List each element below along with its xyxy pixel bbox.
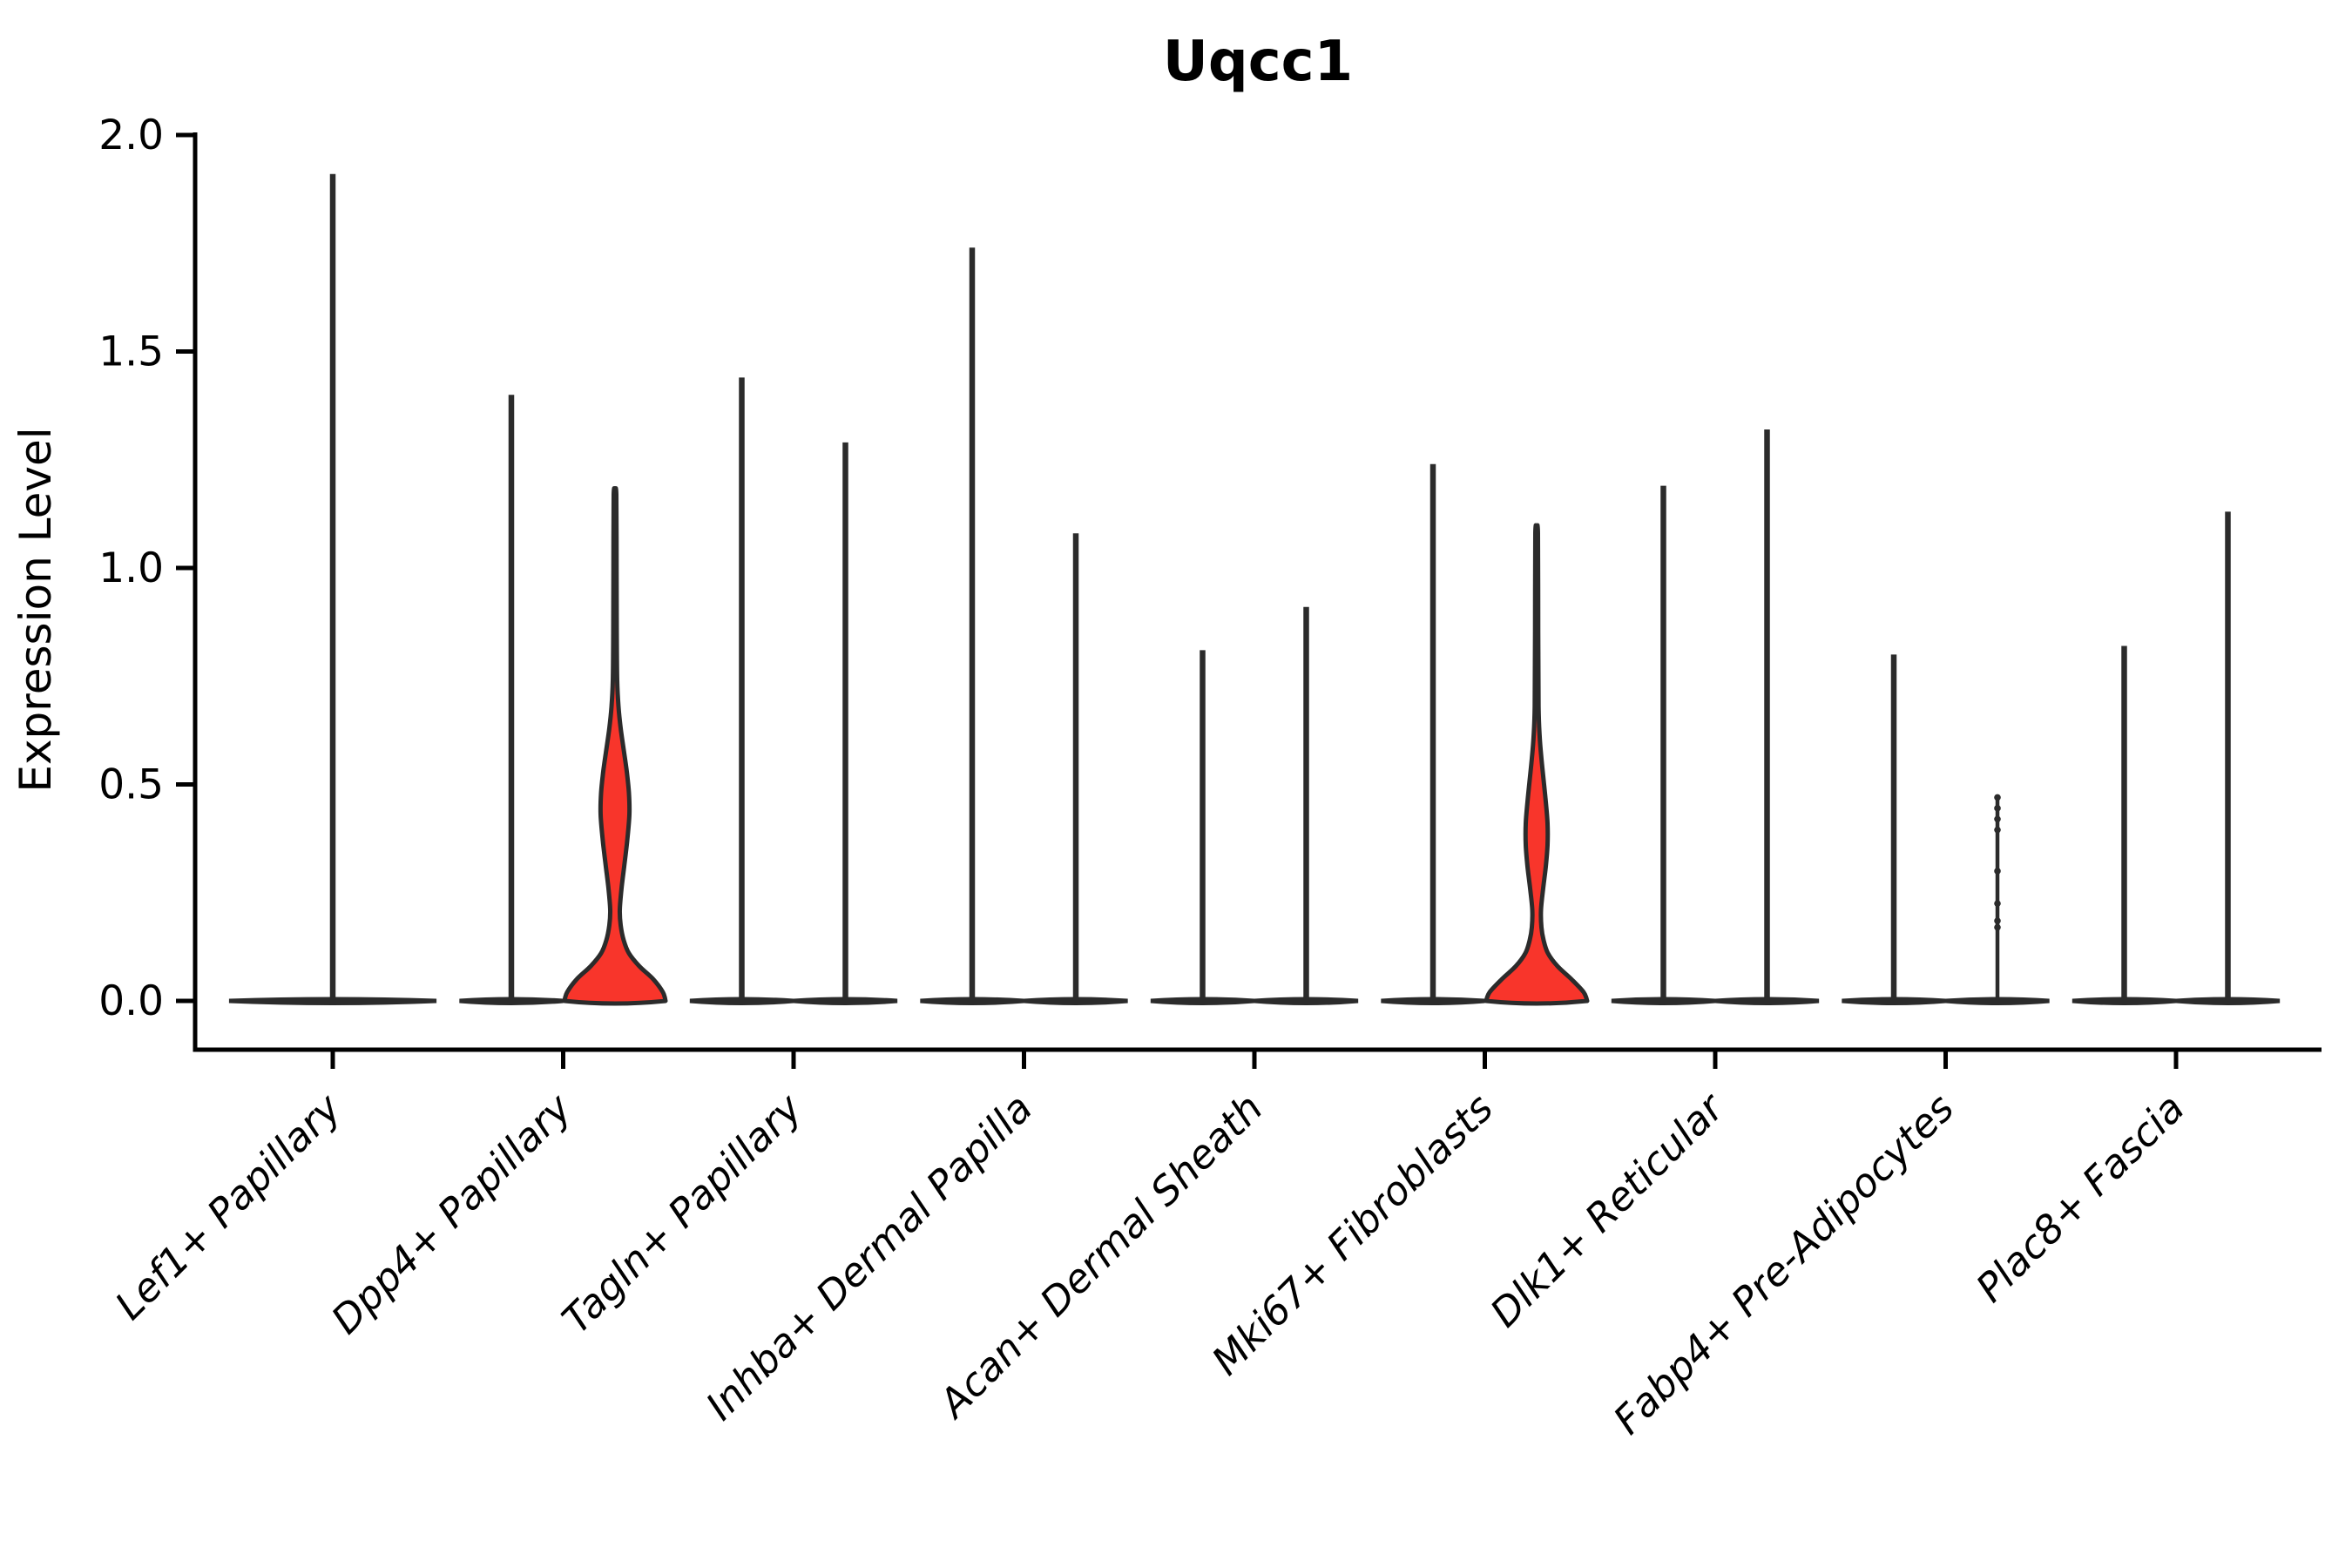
violin-filled-shape	[1484, 523, 1590, 1006]
y-tick-label: 1.0	[98, 544, 164, 592]
violin-density-dot	[1994, 805, 2001, 812]
violin-base	[793, 997, 898, 1005]
violin	[1714, 429, 1820, 1005]
violin-density-dot	[1994, 923, 2001, 931]
violin-density-dot	[1994, 868, 2001, 875]
y-tick-label: 1.5	[98, 328, 164, 376]
chart-title: Uqcc1	[1163, 30, 1353, 94]
violin-density-dot	[1994, 794, 2001, 801]
violin	[228, 173, 437, 1005]
violin-filled-shape	[562, 486, 668, 1006]
violin-density-dot	[1994, 917, 2001, 924]
violin	[1484, 523, 1590, 1006]
y-tick-label: 2.0	[98, 112, 164, 159]
violin	[1945, 794, 2050, 1005]
violin	[1254, 606, 1359, 1005]
violin	[562, 486, 668, 1006]
violin-base	[1945, 997, 2050, 1005]
y-axis-label: Expression Level	[10, 427, 61, 792]
violins-layer	[228, 173, 2281, 1006]
violin-base	[1714, 997, 1820, 1005]
violin-base	[1254, 997, 1359, 1005]
violin	[793, 442, 898, 1005]
y-axis-ticks: 0.0 0.5 1.0 1.5 2.0	[98, 112, 195, 1025]
violin-density-dot	[1994, 900, 2001, 907]
y-tick-label: 0.0	[98, 977, 164, 1025]
violin-base	[2175, 997, 2281, 1005]
violin	[1024, 533, 1128, 1005]
violin-base	[1024, 997, 1128, 1005]
y-tick-label: 0.5	[98, 761, 164, 809]
violin-base	[228, 997, 437, 1005]
violin-density-dot	[1994, 826, 2001, 834]
violin	[2175, 511, 2281, 1005]
violin-density-dot	[1994, 815, 2001, 823]
